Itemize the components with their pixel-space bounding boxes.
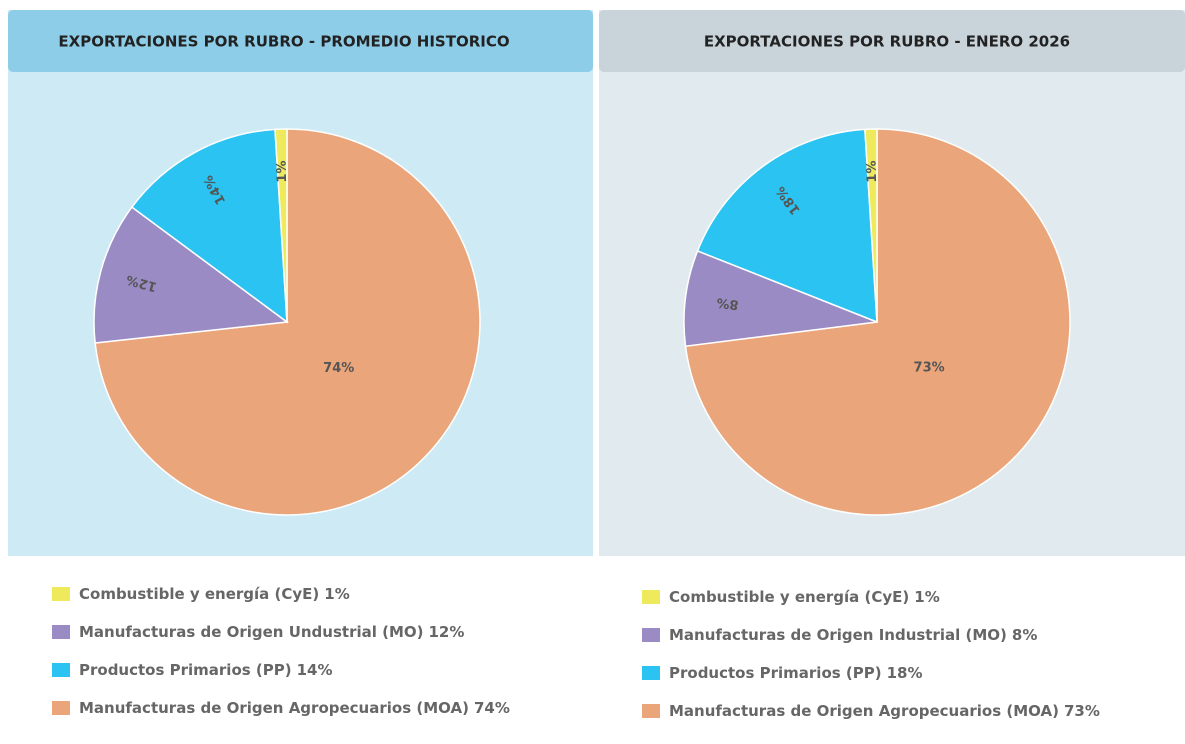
panel-header <box>8 10 593 72</box>
slice-label: 8% <box>716 294 740 312</box>
legend-label: Manufacturas de Origen Agropecuarios (MO… <box>669 702 1100 720</box>
legend-label: Manufacturas de Origen Agropecuarios (MO… <box>79 699 510 717</box>
legend-swatch <box>642 590 660 604</box>
pie-slice <box>864 128 878 323</box>
legend-label: Productos Primarios (PP) 14% <box>79 661 333 679</box>
legend-name: Manufacturas de Origen Agropecuarios (MO… <box>669 702 1059 720</box>
legend-value: 1% <box>324 585 349 603</box>
legend-name: Productos Primarios (PP) <box>79 661 292 679</box>
legend-value: 8% <box>1012 626 1037 644</box>
pie-slice <box>93 206 289 344</box>
legend-name: Combustible y energía (CyE) <box>669 588 909 606</box>
legend-label: Combustible y energía (CyE) 1% <box>669 588 940 606</box>
legend-label: Combustible y energía (CyE) 1% <box>79 585 350 603</box>
legend-label: Manufacturas de Origen Industrial (MO) 8% <box>669 626 1037 644</box>
legend-value: 1% <box>914 588 939 606</box>
legend-swatch <box>642 628 660 642</box>
chart-title: EXPORTACIONES POR RUBRO - PROMEDIO HISTO… <box>58 33 509 51</box>
legend-swatch <box>642 704 660 718</box>
legend-swatch <box>52 663 70 677</box>
legend-name: Manufacturas de Origen Industrial (MO) <box>669 626 1007 644</box>
slice-label: 73% <box>914 360 945 375</box>
legend-swatch <box>642 666 660 680</box>
legend-value: 12% <box>429 623 465 641</box>
chart-title: EXPORTACIONES POR RUBRO - ENERO 2026 <box>704 33 1070 51</box>
legend-swatch <box>52 587 70 601</box>
pie-slice <box>274 128 288 323</box>
pie-slice <box>683 249 878 348</box>
legend-swatch <box>52 701 70 715</box>
legend-value: 18% <box>887 664 923 682</box>
slice-label: 74% <box>323 361 354 376</box>
legend-value: 74% <box>474 699 510 717</box>
legend-value: 73% <box>1064 702 1100 720</box>
legend-value: 14% <box>297 661 333 679</box>
legend-name: Productos Primarios (PP) <box>669 664 882 682</box>
panel-header <box>599 10 1185 72</box>
legend-swatch <box>52 625 70 639</box>
legend-label: Manufacturas de Origen Undustrial (MO) 12… <box>79 623 464 641</box>
legend-name: Manufacturas de Origen Undustrial (MO) <box>79 623 424 641</box>
legend-name: Combustible y energía (CyE) <box>79 585 319 603</box>
slice-label: 1% <box>864 160 880 183</box>
legend-name: Manufacturas de Origen Agropecuarios (MO… <box>79 699 469 717</box>
legend-label: Productos Primarios (PP) 18% <box>669 664 923 682</box>
pie-slice <box>130 128 288 324</box>
slice-label: 1% <box>274 160 290 183</box>
pie-slice <box>696 128 878 324</box>
